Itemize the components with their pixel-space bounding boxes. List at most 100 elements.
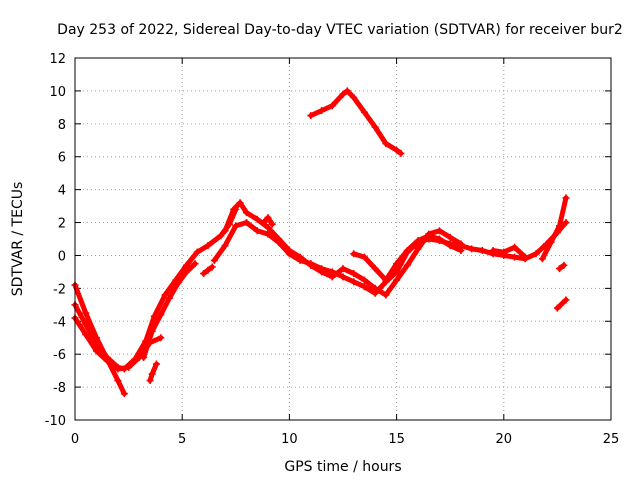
data-point-marker xyxy=(236,199,244,207)
data-point-marker xyxy=(553,304,561,312)
data-point-marker xyxy=(446,242,454,250)
x-tick-label: 10 xyxy=(281,432,298,447)
series-pass-i xyxy=(307,87,405,157)
data-point-marker xyxy=(350,250,358,258)
data-point-marker xyxy=(253,227,261,235)
data-point-marker xyxy=(210,256,218,264)
data-point-marker xyxy=(146,377,154,385)
data-point-marker xyxy=(114,377,122,385)
data-point-marker xyxy=(350,270,358,278)
plot-frame xyxy=(74,57,612,421)
data-point-marker xyxy=(538,255,546,263)
data-point-marker xyxy=(371,265,379,273)
data-point-marker xyxy=(425,232,433,240)
data-point-marker xyxy=(253,215,261,223)
y-tick-label: 12 xyxy=(49,52,66,67)
y-tick-label: 4 xyxy=(58,184,66,199)
y-tick-label: -4 xyxy=(53,315,66,330)
data-point-marker xyxy=(414,245,422,253)
data-point-marker xyxy=(157,334,165,342)
data-point-marker xyxy=(350,278,358,286)
data-point-marker xyxy=(468,245,476,253)
data-point-marker xyxy=(285,247,293,255)
series-line xyxy=(490,244,528,260)
data-point-marker xyxy=(193,248,201,256)
data-point-marker xyxy=(140,353,148,361)
y-tick-label: 10 xyxy=(49,85,66,100)
data-point-marker xyxy=(296,253,304,261)
data-point-marker xyxy=(92,347,100,355)
data-point-marker xyxy=(103,357,111,365)
data-point-marker xyxy=(318,107,326,115)
data-point-marker xyxy=(382,276,390,284)
series-pass-a xyxy=(71,281,128,398)
data-point-marker xyxy=(382,140,390,148)
y-tick-label: 0 xyxy=(58,249,66,264)
data-point-marker xyxy=(82,330,90,338)
data-point-marker xyxy=(82,309,90,317)
series-line xyxy=(72,282,127,397)
data-point-marker xyxy=(204,266,212,274)
data-point-marker xyxy=(360,108,368,116)
series-line xyxy=(222,200,464,298)
series-line xyxy=(554,297,569,311)
series-pass-d xyxy=(140,260,199,361)
data-point-marker xyxy=(200,270,208,278)
data-point-marker xyxy=(562,194,570,202)
x-axis-label: GPS time / hours xyxy=(284,459,401,475)
series-pass-o xyxy=(260,214,276,228)
data-point-marker xyxy=(191,260,199,268)
data-point-marker xyxy=(556,222,564,230)
data-point-marker xyxy=(382,291,390,299)
series-pass-k xyxy=(489,243,529,261)
chart-title: Day 253 of 2022, Sidereal Day-to-day VTE… xyxy=(57,22,623,38)
y-axis-label: SDTVAR / TECUs xyxy=(10,182,26,297)
y-tick-label: 8 xyxy=(58,118,66,133)
data-point-marker xyxy=(360,283,368,291)
data-point-marker xyxy=(161,291,169,299)
data-point-marker xyxy=(217,232,225,240)
data-point-marker xyxy=(165,294,173,302)
data-point-marker xyxy=(343,87,351,95)
data-point-marker xyxy=(371,123,379,131)
data-point-marker xyxy=(82,321,90,329)
data-point-marker xyxy=(148,327,156,335)
y-tick-label: -6 xyxy=(53,348,66,363)
y-tick-labels: -10 -8 -6 -4 -2 0 2 4 6 8 10 12 xyxy=(45,52,66,429)
y-tick-label: 2 xyxy=(58,217,66,232)
data-point-marker xyxy=(547,238,555,246)
data-point-marker xyxy=(318,268,326,276)
data-point-marker xyxy=(393,268,401,276)
data-point-marker xyxy=(174,279,182,287)
data-point-marker xyxy=(92,339,100,347)
data-point-marker xyxy=(511,243,519,251)
data-series xyxy=(71,87,570,398)
y-tick-label: 6 xyxy=(58,151,66,166)
data-point-marker xyxy=(414,237,422,245)
series-line xyxy=(351,233,464,283)
data-point-marker xyxy=(560,261,568,269)
data-point-marker xyxy=(562,219,570,227)
data-point-marker xyxy=(125,363,133,371)
x-tick-labels: 0 5 10 15 20 25 xyxy=(71,432,619,447)
data-point-marker xyxy=(230,205,238,213)
data-point-marker xyxy=(275,235,283,243)
data-point-marker xyxy=(182,261,190,269)
data-point-marker xyxy=(232,222,240,230)
data-point-marker xyxy=(350,93,358,101)
series-line xyxy=(72,206,239,372)
data-point-marker xyxy=(556,265,564,273)
data-point-marker xyxy=(562,296,570,304)
data-point-marker xyxy=(489,247,497,255)
data-point-marker xyxy=(393,276,401,284)
data-point-marker xyxy=(511,253,519,261)
data-point-marker xyxy=(264,230,272,238)
data-point-marker xyxy=(114,365,122,373)
data-point-marker xyxy=(307,261,315,269)
data-point-marker xyxy=(307,112,315,120)
data-point-marker xyxy=(360,276,368,284)
data-point-marker xyxy=(157,311,165,319)
series-pass-m xyxy=(553,296,570,312)
x-tick-label: 25 xyxy=(603,432,620,447)
